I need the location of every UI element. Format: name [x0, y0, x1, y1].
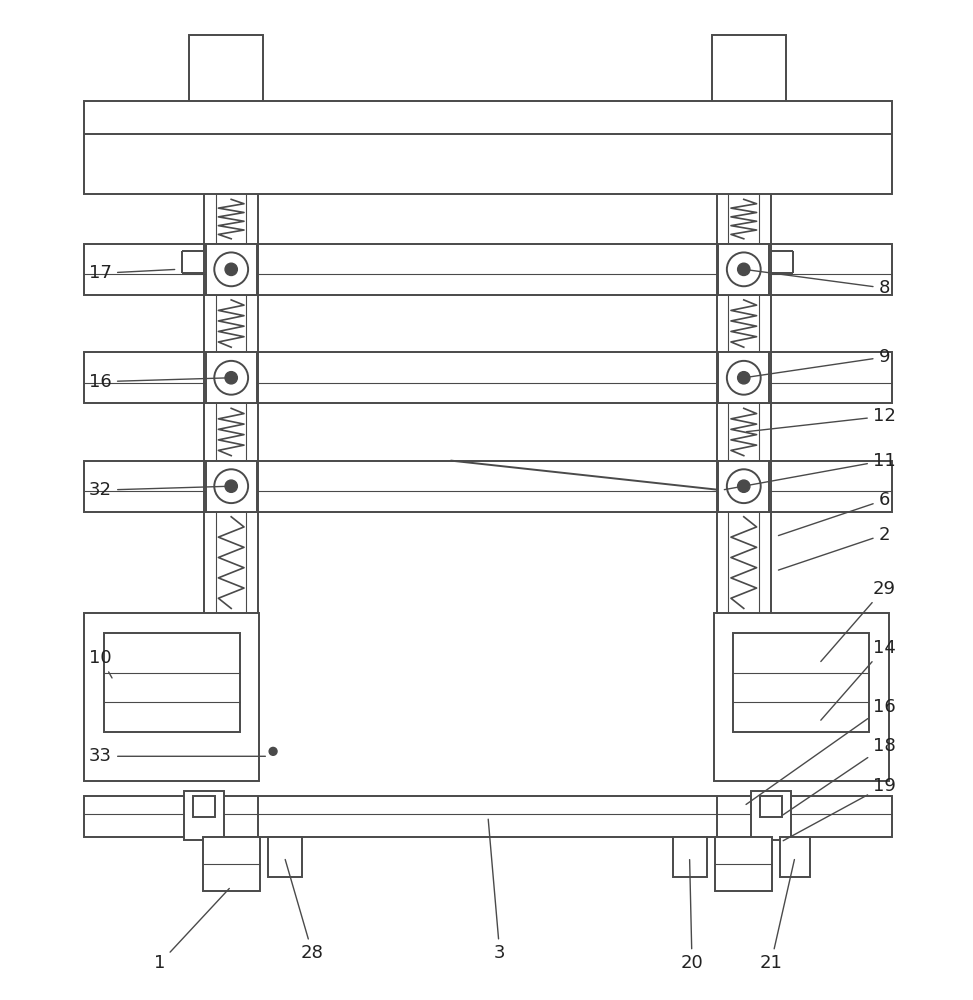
Text: 17: 17 [90, 264, 175, 282]
Circle shape [214, 252, 248, 286]
Text: 16: 16 [90, 373, 229, 391]
Text: 12: 12 [746, 407, 896, 432]
Bar [205, 352, 257, 403]
Bar [103, 633, 239, 732]
Bar [711, 35, 785, 104]
Circle shape [738, 263, 750, 275]
Bar [751, 791, 791, 840]
Text: 2: 2 [778, 526, 890, 570]
Text: 1: 1 [154, 888, 230, 972]
Text: 16: 16 [746, 698, 895, 804]
Circle shape [727, 469, 761, 503]
Bar [205, 461, 257, 512]
Bar [202, 837, 260, 891]
Circle shape [738, 372, 750, 384]
Text: 10: 10 [90, 649, 112, 678]
Circle shape [738, 480, 750, 492]
Bar [714, 613, 889, 781]
Circle shape [214, 469, 248, 503]
Text: 33: 33 [90, 747, 266, 765]
Bar [84, 101, 892, 194]
Text: 19: 19 [783, 777, 896, 841]
Text: 29: 29 [821, 580, 896, 662]
Bar [84, 461, 892, 512]
Bar [760, 796, 781, 817]
Circle shape [727, 252, 761, 286]
Circle shape [225, 263, 237, 275]
Bar [672, 837, 707, 877]
Bar [205, 244, 257, 295]
Bar [718, 352, 770, 403]
Text: 21: 21 [760, 860, 794, 972]
Text: 8: 8 [746, 270, 890, 297]
Bar [734, 633, 870, 732]
Text: 11: 11 [724, 452, 895, 490]
Bar [84, 244, 892, 295]
Text: 28: 28 [285, 859, 324, 962]
Circle shape [727, 361, 761, 395]
Text: 9: 9 [746, 348, 890, 377]
Circle shape [225, 480, 237, 492]
Text: 32: 32 [90, 481, 229, 499]
Circle shape [214, 361, 248, 395]
Bar [84, 352, 892, 403]
Bar [84, 613, 259, 781]
Bar [780, 837, 810, 877]
Bar [84, 796, 892, 837]
Bar [184, 791, 224, 840]
Text: 3: 3 [488, 819, 506, 962]
Text: 18: 18 [783, 737, 895, 815]
Circle shape [270, 747, 277, 755]
Bar [190, 35, 264, 104]
Bar [194, 796, 215, 817]
Text: 6: 6 [778, 491, 890, 536]
Bar [715, 837, 773, 891]
Text: 14: 14 [821, 639, 896, 720]
Text: 20: 20 [681, 860, 703, 972]
Circle shape [225, 372, 237, 384]
Bar [268, 837, 303, 877]
Bar [718, 461, 770, 512]
Bar [718, 244, 770, 295]
